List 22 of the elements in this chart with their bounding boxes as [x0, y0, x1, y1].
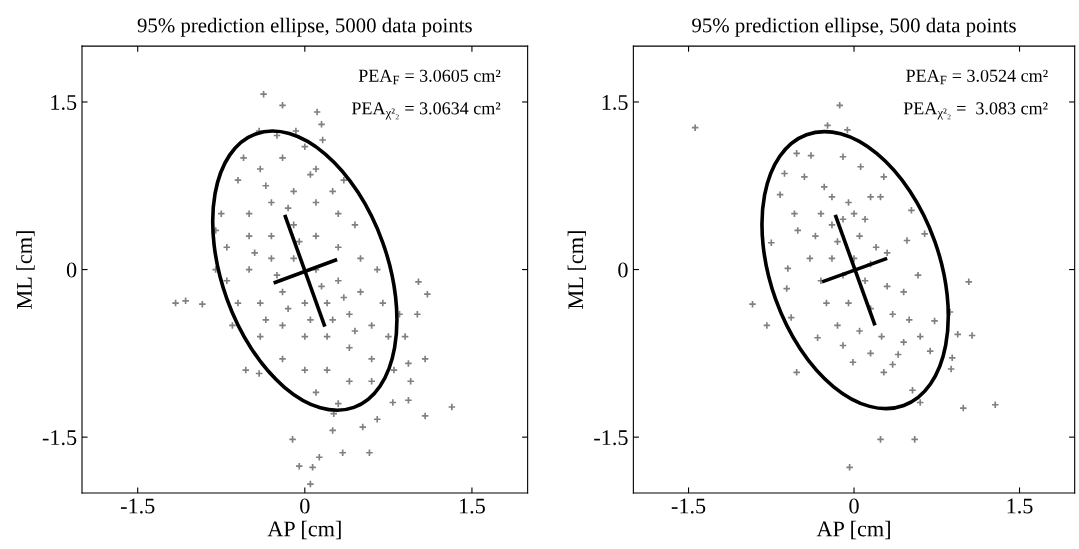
- x-axis-title: AP [cm]: [816, 520, 890, 540]
- x-tick-label: 0: [849, 498, 859, 514]
- x-tick-label: 1.5: [1007, 498, 1033, 514]
- x-tick-label: 0: [300, 498, 310, 514]
- y-tick-label: 1.5: [51, 95, 77, 110]
- annotation: PEA$_{χ²₂}$ = 3.083 cm²: [903, 102, 1048, 120]
- y-tick-label: 0: [618, 262, 628, 278]
- y-tick-label: -1.5: [594, 430, 628, 446]
- chart-title: 95% prediction ellipse, 5000 data points: [137, 17, 472, 37]
- y-tick-label: 0: [66, 262, 77, 278]
- x-tick-label: -1.5: [120, 498, 155, 514]
- y-axis-title: ML [cm]: [567, 231, 587, 309]
- chart-title: 95% prediction ellipse, 500 data points: [692, 17, 1016, 37]
- y-axis-title: ML [cm]: [16, 231, 35, 309]
- x-tick-label: 1.5: [459, 498, 485, 514]
- x-axis-title: AP [cm]: [267, 520, 341, 540]
- y-tick-label: 1.5: [602, 95, 628, 110]
- annotation: PEA$_{χ²₂}$ = 3.0634 cm²: [351, 102, 501, 120]
- annotation: PEA$_{F}$ = 3.0524 cm²: [906, 69, 1048, 85]
- annotation: PEA$_{F}$ = 3.0605 cm²: [358, 69, 501, 85]
- y-tick-label: -1.5: [42, 430, 77, 446]
- x-tick-label: -1.5: [671, 498, 706, 514]
